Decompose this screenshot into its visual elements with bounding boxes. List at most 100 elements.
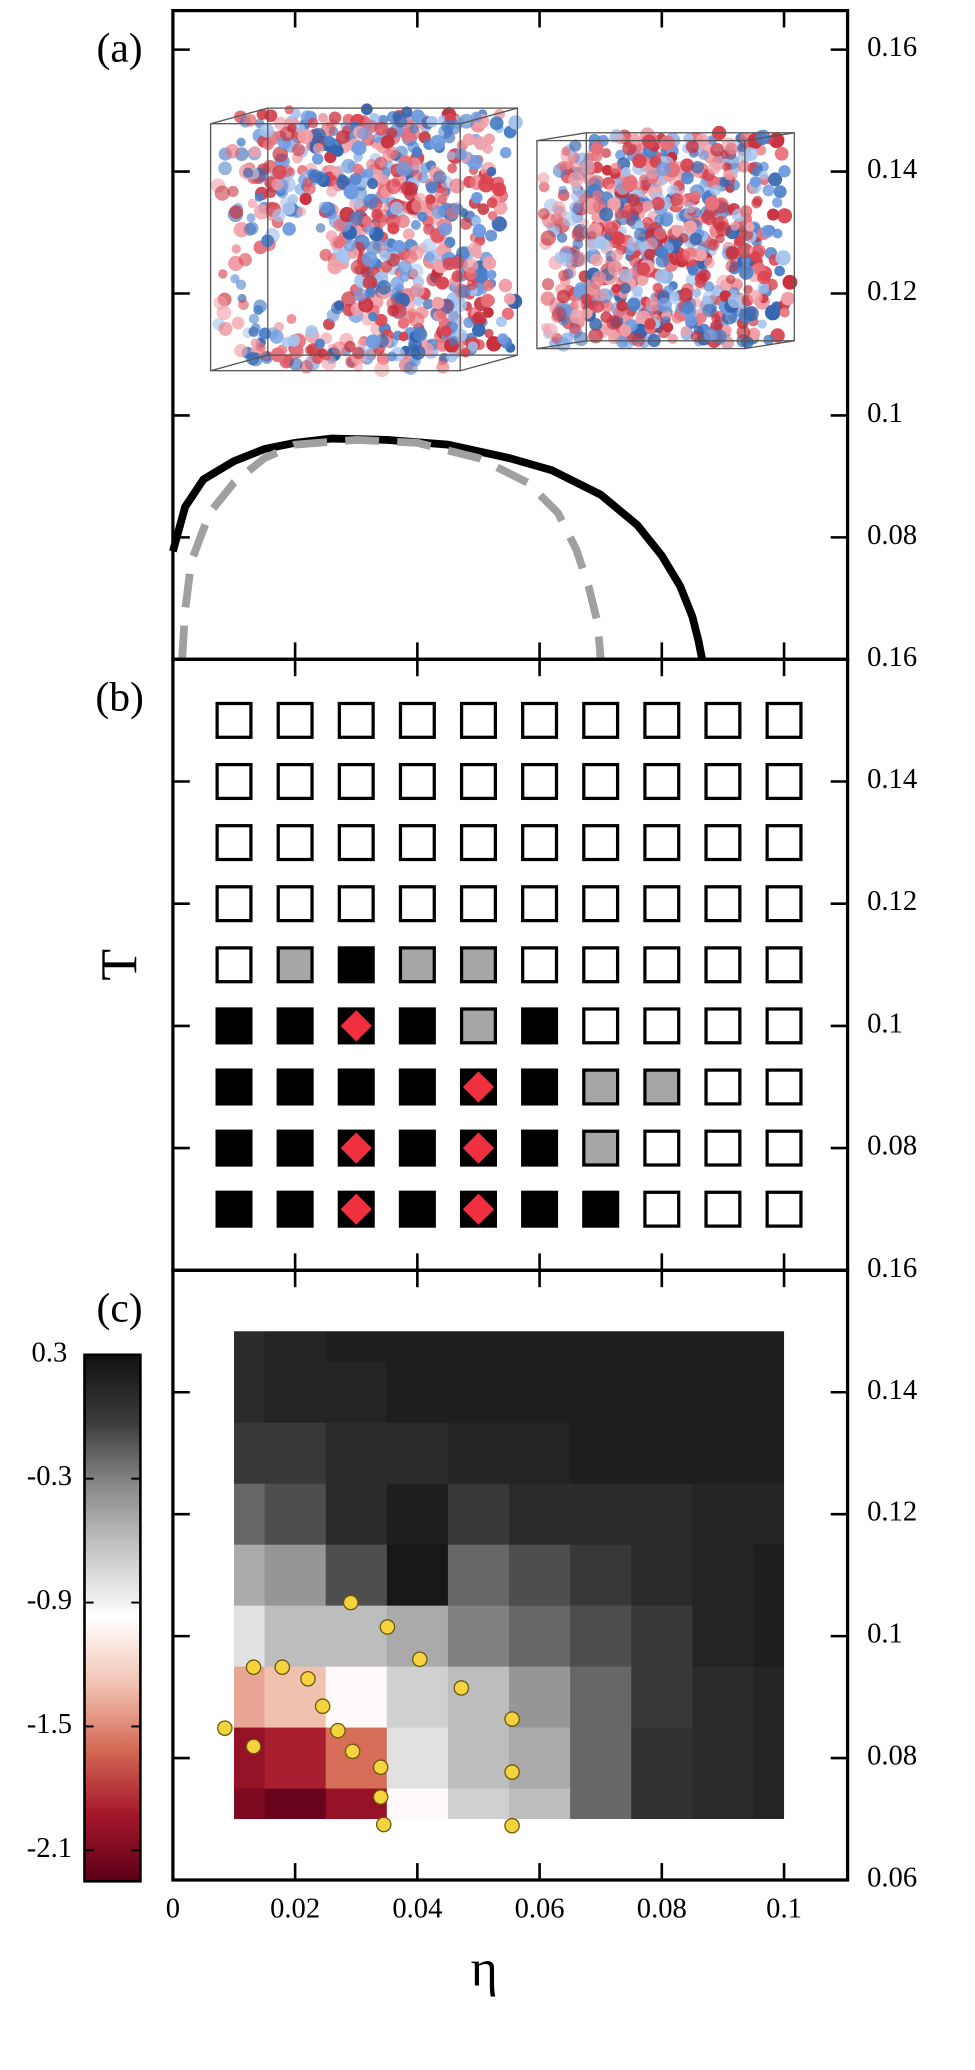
heatmap-cell (753, 1788, 785, 1820)
molecule (579, 218, 590, 228)
box-edge (536, 340, 587, 350)
diamond-marker (462, 1193, 495, 1225)
molecule (593, 288, 607, 302)
molecule (499, 146, 512, 159)
panel: 0.08 0.1 0.12 0.14 0.16 (a) (97, 8, 917, 661)
square-marker (215, 762, 253, 801)
molecule (768, 172, 783, 187)
molecule (774, 146, 789, 161)
molecule (558, 269, 570, 282)
colorbar-tick-label: -0.9 (27, 1585, 72, 1616)
square-marker (276, 701, 314, 739)
square-marker (582, 1007, 620, 1045)
molecule (477, 203, 490, 215)
molecule (778, 165, 791, 178)
square-marker (459, 1007, 497, 1045)
square-marker (521, 1007, 559, 1045)
molecule (411, 109, 425, 124)
diamond-marker (340, 1132, 372, 1164)
molecule (622, 140, 637, 156)
molecule (400, 181, 415, 196)
heatmap-cell (386, 1331, 449, 1363)
molecule (723, 169, 735, 180)
square-marker (398, 1129, 436, 1167)
molecule (351, 140, 367, 156)
molecule (236, 137, 246, 147)
square-marker (704, 885, 742, 923)
molecule (616, 335, 629, 349)
molecule (214, 185, 230, 201)
molecule (409, 123, 419, 134)
molecule (569, 139, 582, 152)
molecule (670, 192, 684, 206)
molecule (356, 127, 370, 140)
molecule (486, 166, 497, 177)
point (342, 1594, 359, 1611)
heatmap-cell (631, 1666, 694, 1729)
heatmap-cell (631, 1422, 694, 1485)
molecule (607, 260, 623, 276)
molecule (626, 297, 641, 312)
molecule (446, 351, 457, 363)
molecule (471, 313, 486, 327)
y-tick-label: 0.16 (867, 642, 917, 673)
x-tick-label: 0.1 (766, 1894, 802, 1925)
heatmap (234, 1331, 785, 1820)
molecule (681, 171, 694, 185)
molecule (410, 283, 425, 298)
molecule (408, 263, 424, 279)
molecule (230, 273, 240, 284)
molecule (619, 282, 631, 294)
square-marker (398, 1068, 436, 1106)
molecule (656, 161, 671, 177)
heatmap-cell (447, 1666, 510, 1729)
panel-frame (171, 657, 850, 1272)
heatmap-cell (234, 1544, 266, 1607)
square-marker (704, 1068, 742, 1106)
heatmap-cell (570, 1666, 633, 1729)
molecule (574, 282, 588, 296)
heatmap-cell (570, 1422, 633, 1485)
molecule (557, 161, 568, 171)
panel: 0.3 -0.3 -0.9 -1.5 -2.1 0.06 0.08 0.1 0.12 0.14 0.… (27, 1253, 917, 1998)
heatmap-cell (753, 1422, 785, 1485)
point (300, 1670, 316, 1687)
molecule (396, 214, 410, 228)
heatmap-cell (631, 1544, 694, 1607)
square-marker (459, 824, 497, 862)
molecule (645, 296, 661, 312)
heatmap-cell (753, 1361, 785, 1424)
molecule (702, 303, 717, 318)
molecule (587, 230, 597, 241)
box-edge (210, 107, 268, 125)
molecule (775, 250, 791, 266)
molecule (726, 274, 736, 284)
point (375, 1816, 392, 1833)
molecule (253, 305, 264, 315)
molecule (590, 142, 604, 156)
heatmap-cell (234, 1422, 266, 1485)
snapshot (209, 103, 523, 378)
square-marker (643, 1190, 681, 1228)
molecule (463, 316, 475, 329)
molecule (757, 270, 771, 285)
molecule (501, 307, 515, 320)
plot: 0.08 0.1 0.12 0.14 0.16 (a) 0.08 0.1 0.12 0.14 0.1… (27, 8, 917, 1998)
molecule (680, 325, 691, 336)
molecule (374, 361, 390, 378)
molecule (289, 357, 303, 371)
molecule (538, 208, 550, 220)
molecule (431, 296, 445, 310)
molecule (601, 148, 612, 159)
heatmap-cell (325, 1666, 388, 1729)
molecule (227, 185, 239, 198)
molecule (413, 327, 428, 342)
heatmap-cell (631, 1483, 694, 1546)
molecule (749, 176, 762, 188)
molecule (689, 232, 703, 246)
molecule (690, 330, 703, 343)
square-marker (459, 701, 497, 739)
molecule (386, 351, 398, 362)
molecule (387, 304, 400, 317)
molecule (419, 162, 431, 174)
